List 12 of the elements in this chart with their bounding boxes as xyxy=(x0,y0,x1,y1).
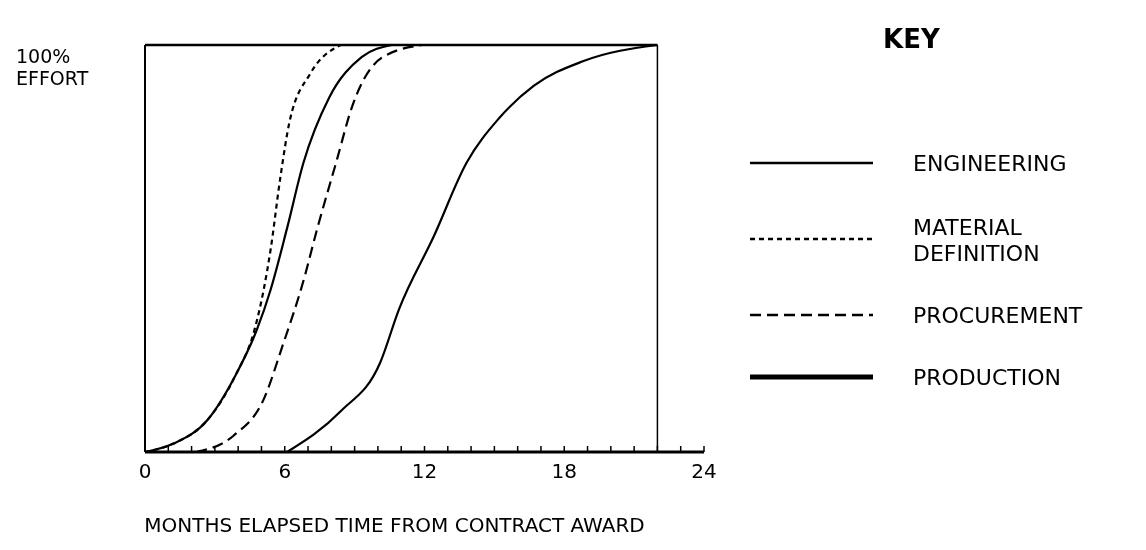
text: ENGINEERING xyxy=(913,151,1067,176)
text: PRODUCTION xyxy=(913,365,1061,390)
x-axis-title: MONTHS ELAPSED TIME FROM CONTRACT AWARD xyxy=(144,513,645,537)
x-tick-label: 18 xyxy=(551,459,577,483)
x-tick-label: 0 xyxy=(138,459,152,483)
legend-title: KEY xyxy=(883,24,941,54)
text: MATERIAL DEFINITION xyxy=(913,215,1040,266)
x-tick-label: 12 xyxy=(411,459,438,483)
x-tick-label: 24 xyxy=(691,459,717,483)
text: PROCUREMENT xyxy=(913,303,1083,328)
x-tick-label: 6 xyxy=(278,459,292,483)
y-axis-title: 100% EFFORT xyxy=(16,45,89,89)
